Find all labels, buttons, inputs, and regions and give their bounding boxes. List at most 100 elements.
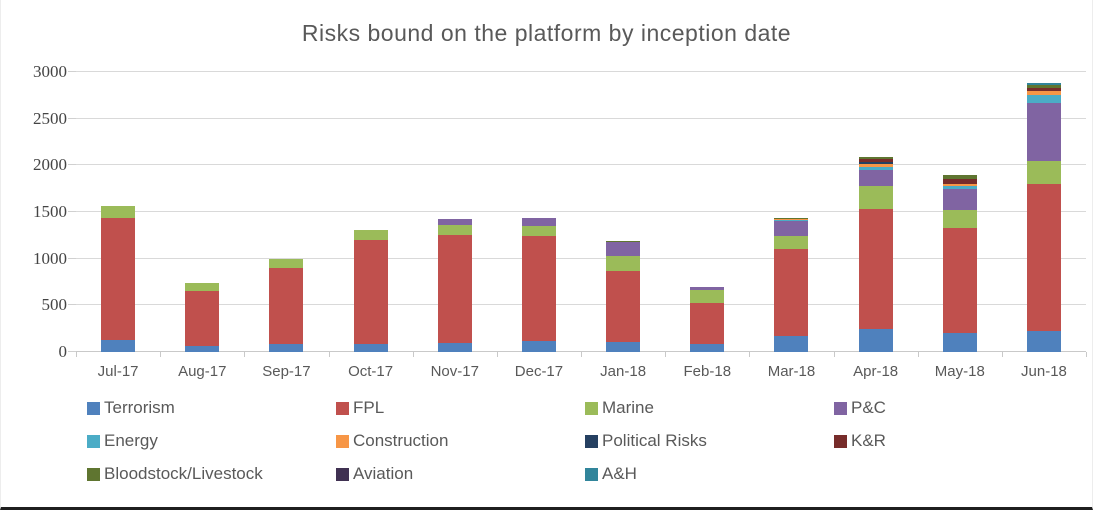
- legend-swatch-icon: [585, 401, 598, 415]
- bar-segment-bloodstock-livestock[interactable]: [942, 175, 977, 180]
- stacked-bar-Mar-18[interactable]: [774, 217, 809, 352]
- legend-item-political-risks[interactable]: Political Risks: [585, 431, 834, 451]
- bar-segment-p-c[interactable]: [942, 189, 977, 211]
- bar-segment-marine[interactable]: [1026, 161, 1061, 185]
- bar-segment-marine[interactable]: [185, 283, 220, 291]
- bar-segment-construction[interactable]: [942, 183, 977, 187]
- bar-segment-bloodstock-livestock[interactable]: [858, 156, 893, 159]
- bar-segment-fpl[interactable]: [269, 268, 304, 344]
- bar-segment-a-h[interactable]: [1026, 83, 1061, 86]
- stacked-bar-Apr-18[interactable]: [858, 156, 893, 352]
- bar-segment-terrorism[interactable]: [101, 339, 136, 352]
- bar-segment-terrorism[interactable]: [606, 342, 641, 352]
- bar-segment-marine[interactable]: [606, 256, 641, 271]
- bar-segment-bloodstock-livestock[interactable]: [774, 217, 809, 220]
- bar-segment-k-r[interactable]: [858, 158, 893, 162]
- bar-segment-energy[interactable]: [858, 166, 893, 170]
- plot-area: [76, 71, 1086, 352]
- bar-segment-terrorism[interactable]: [521, 341, 556, 352]
- bar-segment-fpl[interactable]: [858, 209, 893, 330]
- bar-segment-terrorism[interactable]: [1026, 331, 1061, 352]
- bar-segment-terrorism[interactable]: [858, 329, 893, 352]
- bar-segment-p-c[interactable]: [774, 221, 809, 236]
- legend-item-fpl[interactable]: FPL: [336, 398, 585, 418]
- stacked-bar-Feb-18[interactable]: [690, 286, 725, 352]
- bar-segment-marine[interactable]: [269, 258, 304, 269]
- legend-item-bloodstock-livestock[interactable]: Bloodstock/Livestock: [87, 464, 336, 484]
- stacked-bar-Aug-17[interactable]: [185, 283, 220, 352]
- bar-segment-terrorism[interactable]: [437, 342, 472, 352]
- legend-item-p-c[interactable]: P&C: [834, 398, 1083, 418]
- bar-segment-p-c[interactable]: [437, 218, 472, 226]
- bar-segment-terrorism[interactable]: [185, 345, 220, 352]
- bar-segment-p-c[interactable]: [858, 169, 893, 186]
- bar-segment-marine[interactable]: [521, 226, 556, 237]
- x-tick-mark: [749, 352, 751, 357]
- bar-segment-marine[interactable]: [774, 235, 809, 249]
- bar-segment-marine[interactable]: [690, 290, 725, 303]
- x-tick-mark: [1001, 352, 1003, 357]
- legend-label: Bloodstock/Livestock: [104, 464, 263, 483]
- legend-item-k-r[interactable]: K&R: [834, 431, 1083, 451]
- x-axis-ticks: [76, 352, 1087, 357]
- stacked-bar-Dec-17[interactable]: [521, 218, 556, 352]
- stacked-bar-Jun-18[interactable]: [1026, 83, 1061, 352]
- legend-label: Construction: [353, 431, 449, 450]
- bar-segment-fpl[interactable]: [185, 290, 220, 346]
- stacked-bar-May-18[interactable]: [942, 175, 977, 352]
- bar-segment-fpl[interactable]: [521, 236, 556, 342]
- bar-segment-terrorism[interactable]: [690, 344, 725, 352]
- bar-segment-k-r[interactable]: [1026, 87, 1061, 92]
- stacked-bar-Jan-18[interactable]: [606, 240, 641, 352]
- bar-segment-energy[interactable]: [774, 219, 809, 222]
- bar-segment-p-c[interactable]: [1026, 102, 1061, 162]
- bar-segment-k-r[interactable]: [942, 179, 977, 184]
- bar-segment-construction[interactable]: [1026, 91, 1061, 96]
- bar-segment-energy[interactable]: [1026, 95, 1061, 103]
- legend-item-aviation[interactable]: Aviation: [336, 464, 585, 484]
- bar-segment-fpl[interactable]: [1026, 184, 1061, 332]
- legend-item-construction[interactable]: Construction: [336, 431, 585, 451]
- gridline-1500: [76, 211, 1086, 212]
- bar-segment-fpl[interactable]: [437, 234, 472, 343]
- bar-segment-bloodstock-livestock[interactable]: [606, 240, 641, 243]
- bar-segment-marine[interactable]: [942, 210, 977, 228]
- stacked-bar-Sep-17[interactable]: [269, 258, 304, 352]
- legend-item-energy[interactable]: Energy: [87, 431, 336, 451]
- bar-segment-fpl[interactable]: [690, 302, 725, 345]
- legend-item-a-h[interactable]: A&H: [585, 464, 834, 484]
- x-tick-label-Apr-18: Apr-18: [853, 363, 899, 380]
- bar-segment-fpl[interactable]: [606, 270, 641, 343]
- bar-segment-fpl[interactable]: [101, 217, 136, 340]
- gridline-3000: [76, 71, 1086, 72]
- bar-segment-terrorism[interactable]: [269, 343, 304, 352]
- bar-segment-energy[interactable]: [942, 186, 977, 190]
- bar-segment-p-c[interactable]: [521, 218, 556, 227]
- bar-segment-bloodstock-livestock[interactable]: [1026, 85, 1061, 88]
- bar-segment-terrorism[interactable]: [942, 333, 977, 352]
- bar-segment-construction[interactable]: [858, 163, 893, 167]
- bar-segment-terrorism[interactable]: [774, 336, 809, 352]
- bar-segment-marine[interactable]: [858, 185, 893, 210]
- bar-segment-construction[interactable]: [774, 219, 809, 220]
- stacked-bar-Nov-17[interactable]: [437, 218, 472, 352]
- bar-segment-marine[interactable]: [101, 206, 136, 218]
- y-tick-mark: [68, 71, 76, 72]
- bar-segment-fpl[interactable]: [942, 227, 977, 334]
- legend-item-terrorism[interactable]: Terrorism: [87, 398, 336, 418]
- bar-segment-p-c[interactable]: [606, 242, 641, 257]
- bar-segment-marine[interactable]: [353, 230, 388, 240]
- bar-segment-p-c[interactable]: [690, 286, 725, 291]
- legend-label: FPL: [353, 398, 385, 417]
- bar-segment-political-risks[interactable]: [858, 161, 893, 164]
- legend-item-marine[interactable]: Marine: [585, 398, 834, 418]
- stacked-bar-Oct-17[interactable]: [353, 230, 388, 352]
- x-tick-mark: [412, 352, 414, 357]
- bar-segment-terrorism[interactable]: [353, 343, 388, 352]
- bar-segment-fpl[interactable]: [774, 248, 809, 337]
- stacked-bar-Jul-17[interactable]: [101, 206, 136, 352]
- bar-segment-marine[interactable]: [437, 225, 472, 235]
- gridline-1000: [76, 257, 1086, 259]
- bar-segment-fpl[interactable]: [353, 239, 388, 344]
- x-tick-label-Oct-17: Oct-17: [348, 363, 394, 380]
